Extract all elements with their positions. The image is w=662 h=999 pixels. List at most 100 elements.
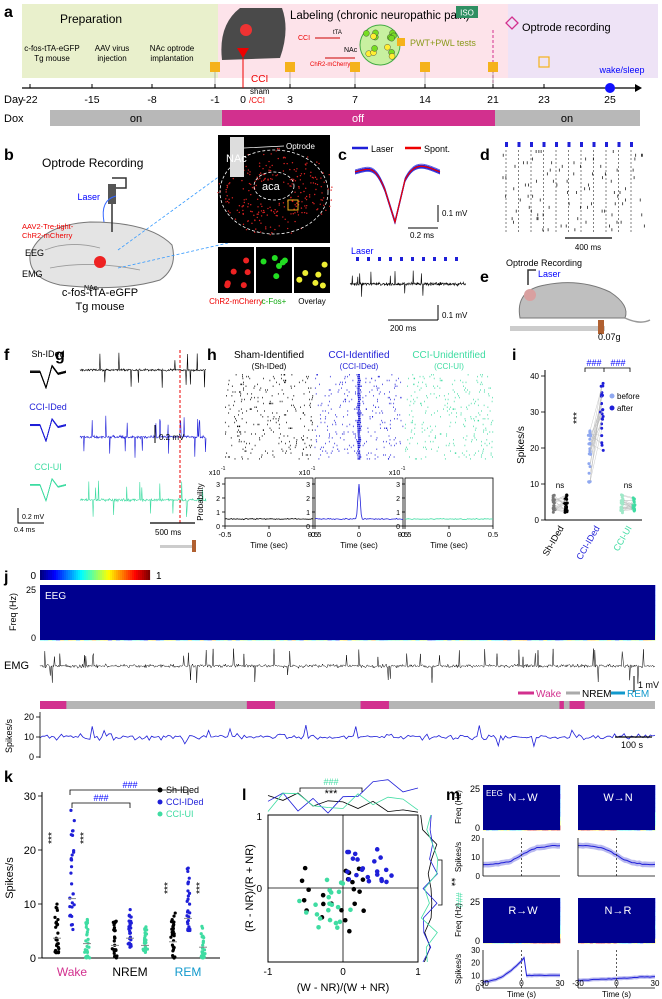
dashed-line xyxy=(117,169,229,269)
text-label: 1 xyxy=(256,812,262,823)
text-label: 30 xyxy=(530,408,539,417)
text-label: 0 xyxy=(475,936,480,946)
text-label: 0 xyxy=(447,530,451,539)
data-dot xyxy=(552,508,556,512)
data-dot xyxy=(87,956,92,960)
laser-pulse xyxy=(411,257,414,261)
data-dot xyxy=(588,437,592,441)
text-label: 0 xyxy=(29,752,34,762)
histology-cell xyxy=(290,197,292,199)
waveform xyxy=(30,365,67,390)
text-label: Sh-IDed xyxy=(541,524,566,558)
text-label: -1 xyxy=(221,466,226,472)
data-dot xyxy=(327,917,333,923)
colorbar-cell xyxy=(68,570,71,580)
data-dot xyxy=(357,889,362,894)
data-dot xyxy=(186,894,190,898)
data-dot xyxy=(306,887,311,893)
laser-pulse xyxy=(617,142,621,147)
laser-pulse xyxy=(389,257,392,261)
data-dot xyxy=(326,907,331,913)
laser-pulse xyxy=(367,257,370,261)
histology-cell xyxy=(229,182,231,184)
data-dot xyxy=(172,920,176,924)
histology-cell xyxy=(318,162,320,165)
filament xyxy=(160,545,196,548)
histology-cell xyxy=(321,199,324,201)
text-label: 0.5 xyxy=(308,530,318,539)
text-label: x10 xyxy=(389,470,400,477)
laser-pulse xyxy=(444,257,447,261)
histology-cell xyxy=(217,191,219,194)
dox-bar xyxy=(50,110,222,126)
histology-cell xyxy=(257,178,259,181)
text-label: -30 xyxy=(572,979,584,988)
laser-pulse xyxy=(555,142,558,147)
data-dot xyxy=(327,901,332,907)
histology-cell xyxy=(264,177,266,180)
histology-cell xyxy=(284,157,286,159)
data-dot xyxy=(71,927,75,932)
histology-cell xyxy=(273,212,276,214)
data-dot xyxy=(68,904,72,909)
histology-cell xyxy=(295,202,298,204)
waveform xyxy=(354,168,441,225)
histology-cell xyxy=(271,232,273,234)
histology-cell xyxy=(300,207,303,209)
data-dot xyxy=(313,902,318,908)
text-label: on xyxy=(561,113,573,125)
icon xyxy=(240,24,252,36)
colorbar-cell xyxy=(148,570,151,580)
data-dot xyxy=(188,928,192,933)
histology-cell xyxy=(267,207,269,210)
histology-cell xyxy=(299,174,302,177)
marker xyxy=(605,83,615,93)
data-dot xyxy=(55,923,59,927)
hypnogram-state xyxy=(569,701,585,709)
data-dot xyxy=(187,876,191,880)
data-dot xyxy=(128,931,133,935)
data-dot xyxy=(335,904,341,910)
bracket xyxy=(69,789,189,808)
data-dot xyxy=(316,924,321,930)
data-dot xyxy=(345,849,350,855)
histology-cell xyxy=(256,198,259,201)
text-label: 10 xyxy=(24,899,36,911)
histology-cell xyxy=(287,221,289,223)
data-dot xyxy=(172,934,176,938)
legend-dot xyxy=(157,787,163,793)
text-label: 0.5 xyxy=(398,530,408,539)
text-label: Tg mouse xyxy=(76,301,125,313)
text-label: 0.2 mV xyxy=(159,433,185,442)
histology-cell xyxy=(269,169,272,172)
legend-dot xyxy=(157,799,163,805)
data-dot xyxy=(68,914,72,918)
data-dot xyxy=(620,502,624,506)
histology-cell xyxy=(260,222,262,224)
histology-cell xyxy=(263,153,265,156)
marker xyxy=(420,62,430,72)
inset-cell xyxy=(244,269,251,276)
waveform xyxy=(354,166,441,224)
inset-cell xyxy=(281,257,288,264)
colorbar-cell xyxy=(114,570,117,580)
histology-cell xyxy=(317,208,319,210)
colorbar-cell xyxy=(78,570,81,580)
data-dot xyxy=(85,933,89,937)
waveform xyxy=(30,364,67,388)
legend-dot xyxy=(609,405,615,411)
trace xyxy=(39,725,656,748)
histology-cell xyxy=(314,193,316,196)
histology-cell xyxy=(272,174,274,176)
histology-cell xyxy=(265,228,267,230)
data-dot xyxy=(342,917,348,923)
text-label: after xyxy=(617,404,633,413)
data-dot xyxy=(56,917,60,922)
histology-cell xyxy=(261,205,263,208)
histology-cell xyxy=(274,228,276,231)
text-label: 0 xyxy=(614,979,619,988)
waveform xyxy=(30,417,67,442)
inset-cell xyxy=(321,261,328,268)
data-dot xyxy=(202,955,206,959)
